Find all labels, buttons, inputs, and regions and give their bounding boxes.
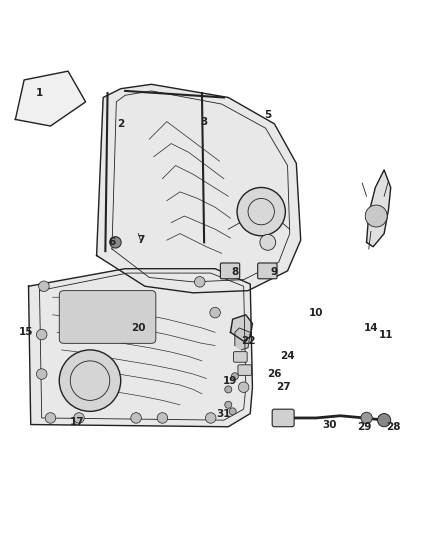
Circle shape <box>237 188 285 236</box>
FancyBboxPatch shape <box>233 352 247 362</box>
FancyBboxPatch shape <box>237 365 251 375</box>
Text: 3: 3 <box>200 117 207 127</box>
Text: 14: 14 <box>363 323 378 333</box>
Text: 27: 27 <box>275 382 290 392</box>
Text: 28: 28 <box>385 422 399 432</box>
Circle shape <box>229 408 236 415</box>
Circle shape <box>39 281 49 292</box>
Circle shape <box>194 277 205 287</box>
Circle shape <box>157 413 167 423</box>
Circle shape <box>224 386 231 393</box>
Text: 24: 24 <box>279 351 294 361</box>
FancyBboxPatch shape <box>272 409 293 427</box>
Circle shape <box>205 413 215 423</box>
Text: 19: 19 <box>223 376 237 386</box>
Circle shape <box>364 205 386 227</box>
Circle shape <box>45 413 56 423</box>
Text: 17: 17 <box>69 417 84 427</box>
Circle shape <box>36 369 47 379</box>
FancyBboxPatch shape <box>257 263 276 279</box>
Polygon shape <box>28 269 252 427</box>
Circle shape <box>36 329 47 340</box>
Circle shape <box>224 401 231 408</box>
Text: 29: 29 <box>357 422 371 432</box>
Circle shape <box>74 413 84 423</box>
Circle shape <box>377 414 390 427</box>
Text: 26: 26 <box>266 369 281 379</box>
Circle shape <box>259 235 275 251</box>
FancyBboxPatch shape <box>220 263 239 279</box>
Circle shape <box>131 413 141 423</box>
Circle shape <box>209 308 220 318</box>
Text: 11: 11 <box>378 329 393 340</box>
Text: 2: 2 <box>117 119 124 129</box>
Polygon shape <box>234 328 250 350</box>
Polygon shape <box>96 84 300 293</box>
Text: 20: 20 <box>131 323 145 333</box>
Text: 7: 7 <box>137 235 144 245</box>
Text: 15: 15 <box>19 327 34 337</box>
Text: 31: 31 <box>216 409 231 418</box>
Text: 22: 22 <box>240 336 255 346</box>
Polygon shape <box>366 170 390 247</box>
Circle shape <box>238 382 248 392</box>
Text: 8: 8 <box>231 267 238 277</box>
Polygon shape <box>230 315 252 341</box>
Text: 5: 5 <box>264 110 271 120</box>
Circle shape <box>231 373 238 379</box>
Circle shape <box>110 237 121 248</box>
Text: 6: 6 <box>108 237 115 247</box>
Circle shape <box>360 412 371 424</box>
Circle shape <box>59 350 120 411</box>
Text: 10: 10 <box>308 308 323 318</box>
Text: 9: 9 <box>270 267 277 277</box>
Polygon shape <box>15 71 85 126</box>
FancyBboxPatch shape <box>59 290 155 343</box>
Text: 1: 1 <box>36 88 43 98</box>
Text: 30: 30 <box>321 419 336 430</box>
